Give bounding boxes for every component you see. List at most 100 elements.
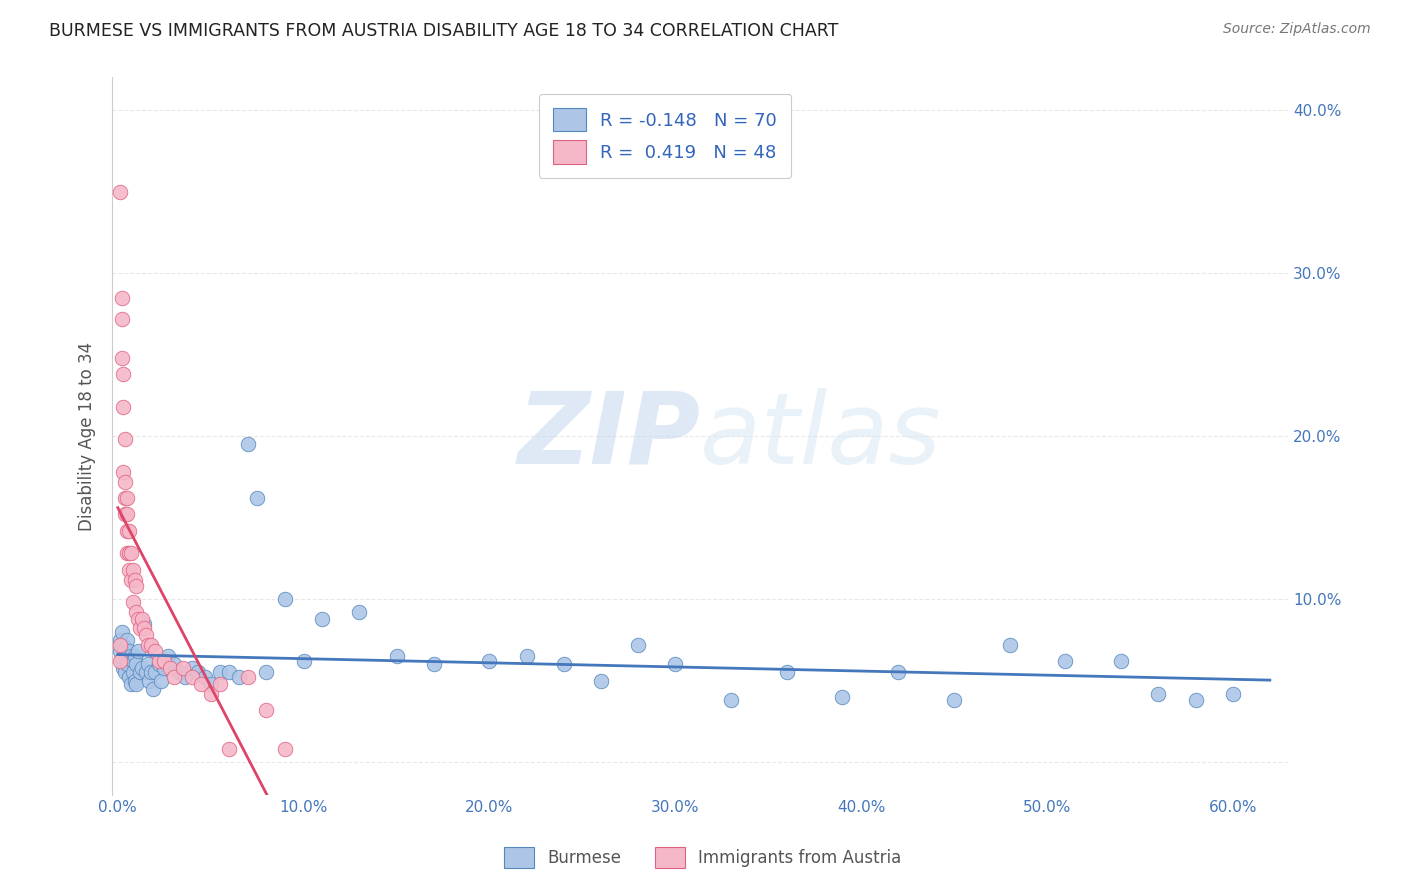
Text: atlas: atlas xyxy=(700,387,942,484)
Point xyxy=(118,670,141,684)
Y-axis label: Disability Age 18 to 34: Disability Age 18 to 34 xyxy=(79,342,96,531)
Point xyxy=(108,638,131,652)
Point xyxy=(181,670,204,684)
Point xyxy=(153,654,176,668)
Point xyxy=(129,665,152,680)
Text: ZIP: ZIP xyxy=(517,387,700,484)
Point xyxy=(173,670,195,684)
Point xyxy=(1054,654,1077,668)
Point xyxy=(516,649,538,664)
Point xyxy=(181,660,204,674)
Point xyxy=(112,660,135,674)
Point xyxy=(110,624,132,639)
Point xyxy=(831,690,853,704)
Text: Source: ZipAtlas.com: Source: ZipAtlas.com xyxy=(1223,22,1371,37)
Point xyxy=(114,475,136,489)
Point xyxy=(135,628,157,642)
Point xyxy=(131,612,153,626)
Point xyxy=(998,638,1021,652)
Point xyxy=(236,437,259,451)
Point xyxy=(115,491,138,505)
Point xyxy=(114,640,136,655)
Point xyxy=(115,657,138,672)
Point xyxy=(172,660,194,674)
Point xyxy=(115,524,138,538)
Point xyxy=(153,660,176,674)
Point xyxy=(887,665,910,680)
Point xyxy=(138,673,160,688)
Point xyxy=(124,573,146,587)
Point xyxy=(121,654,143,668)
Point xyxy=(148,657,170,672)
Point xyxy=(776,665,799,680)
Point xyxy=(274,742,297,756)
Point xyxy=(125,605,148,619)
Point xyxy=(135,665,157,680)
Point xyxy=(121,563,143,577)
Point xyxy=(942,693,965,707)
Point xyxy=(132,616,155,631)
Point xyxy=(136,657,159,672)
Point xyxy=(110,291,132,305)
Point xyxy=(108,644,131,658)
Point xyxy=(149,673,172,688)
Point xyxy=(143,644,166,658)
Point xyxy=(114,433,136,447)
Point xyxy=(124,673,146,688)
Point xyxy=(131,660,153,674)
Point xyxy=(125,657,148,672)
Point xyxy=(121,595,143,609)
Point xyxy=(129,622,152,636)
Point xyxy=(1184,693,1206,707)
Point xyxy=(200,677,222,691)
Point xyxy=(159,660,181,674)
Point xyxy=(112,465,135,479)
Point xyxy=(246,491,269,505)
Point xyxy=(478,654,501,668)
Point xyxy=(114,508,136,522)
Point xyxy=(148,654,170,668)
Point xyxy=(121,665,143,680)
Point xyxy=(349,605,371,619)
Point xyxy=(167,665,190,680)
Point xyxy=(110,652,132,666)
Point xyxy=(115,546,138,560)
Point xyxy=(143,665,166,680)
Point xyxy=(162,657,184,672)
Point xyxy=(124,649,146,664)
Point xyxy=(115,508,138,522)
Point xyxy=(112,638,135,652)
Point xyxy=(125,677,148,691)
Point xyxy=(112,400,135,414)
Point xyxy=(1147,687,1170,701)
Point xyxy=(200,687,222,701)
Point xyxy=(589,673,612,688)
Point xyxy=(422,657,444,672)
Point xyxy=(627,638,650,652)
Point xyxy=(120,677,142,691)
Point xyxy=(136,638,159,652)
Point xyxy=(664,657,686,672)
Point xyxy=(125,579,148,593)
Point xyxy=(218,665,240,680)
Point xyxy=(162,670,184,684)
Point xyxy=(228,670,250,684)
Text: BURMESE VS IMMIGRANTS FROM AUSTRIA DISABILITY AGE 18 TO 34 CORRELATION CHART: BURMESE VS IMMIGRANTS FROM AUSTRIA DISAB… xyxy=(49,22,838,40)
Point xyxy=(108,185,131,199)
Point xyxy=(256,665,278,680)
Point xyxy=(127,644,149,658)
Point xyxy=(108,632,131,647)
Point xyxy=(118,546,141,560)
Point xyxy=(114,665,136,680)
Point xyxy=(118,524,141,538)
Point xyxy=(256,703,278,717)
Point xyxy=(118,644,141,658)
Point xyxy=(108,654,131,668)
Point xyxy=(118,563,141,577)
Point xyxy=(120,649,142,664)
Point xyxy=(142,681,165,696)
Point xyxy=(141,638,163,652)
Point xyxy=(110,311,132,326)
Point xyxy=(1222,687,1244,701)
Point xyxy=(115,632,138,647)
